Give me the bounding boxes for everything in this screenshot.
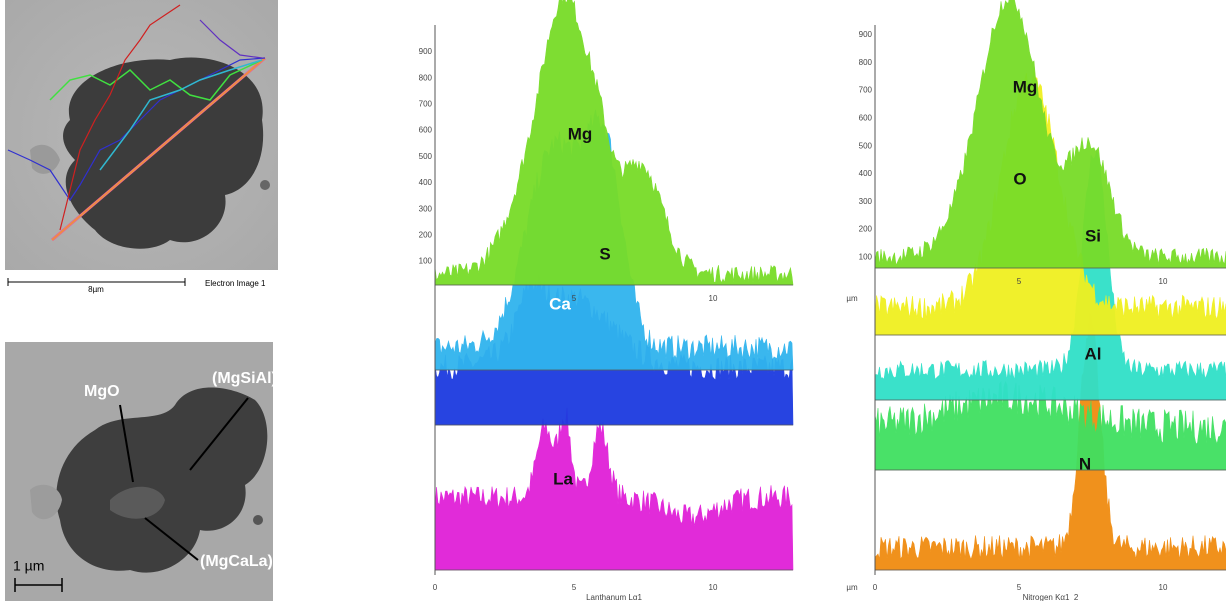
x-tick-label: 10 [709, 583, 718, 592]
element-label: S [599, 244, 610, 263]
y-tick-label: 600 [859, 114, 873, 123]
y-tick-label: 900 [859, 30, 873, 39]
sem-image-bottom [5, 342, 273, 601]
scale-label: 1 µm [13, 558, 44, 574]
y-tick-label: 400 [419, 178, 433, 187]
x-tick-label: 5 [572, 583, 577, 592]
element-label: Mg [568, 124, 593, 143]
x-tick-label: 0 [433, 583, 438, 592]
axis-caption: Nitrogen Kα1_2 [1023, 593, 1079, 601]
element-label: N [1079, 454, 1091, 473]
y-tick-label: 500 [419, 152, 433, 161]
x-tick-label: 5 [1017, 277, 1022, 286]
y-tick-label: 300 [859, 197, 873, 206]
y-tick-label: 200 [419, 231, 433, 240]
element-label: O [1013, 169, 1026, 188]
axis-caption: Lanthanum Lα1 [586, 593, 642, 601]
phase-label: MgO [84, 383, 120, 400]
y-tick-label: 700 [859, 86, 873, 95]
phase-label: (MgCaLa)S [200, 553, 284, 570]
phase-label: (MgSiAl)N [212, 370, 288, 387]
x-tick-label: 10 [1159, 277, 1168, 286]
profile-band [434, 407, 794, 571]
element-label: Ca [549, 294, 571, 313]
y-tick-label: 700 [419, 100, 433, 109]
y-tick-label: 600 [419, 126, 433, 135]
x-tick-label: 5 [572, 294, 577, 303]
profile-band [874, 149, 1226, 401]
image-caption: Electron Image 1 [205, 279, 266, 288]
element-label: Mg [1013, 77, 1038, 96]
y-tick-label: 800 [859, 58, 873, 67]
y-tick-label: 300 [419, 204, 433, 213]
element-label: Si [1085, 226, 1101, 245]
y-tick-label: 900 [419, 47, 433, 56]
scale-label: 8µm [88, 285, 104, 294]
y-tick-label: 100 [859, 253, 873, 262]
x-tick-label: µm [846, 583, 858, 592]
y-tick-label: 500 [859, 141, 873, 150]
x-tick-label: 0 [873, 583, 878, 592]
y-tick-label: 100 [419, 257, 433, 266]
line-profiles [434, 0, 1226, 571]
y-tick-label: 400 [859, 169, 873, 178]
x-tick-label: 5 [1017, 583, 1022, 592]
profile-band [874, 0, 1226, 269]
element-label: La [553, 469, 573, 488]
x-tick-label: 10 [709, 294, 718, 303]
profile-band [434, 0, 794, 286]
y-tick-label: 800 [419, 73, 433, 82]
profile-band [874, 380, 1226, 471]
y-tick-label: 200 [859, 225, 873, 234]
sem-image-top [5, 0, 278, 270]
element-label: Al [1085, 344, 1102, 363]
x-tick-label: 10 [1159, 583, 1168, 592]
x-tick-label: µm [846, 294, 858, 303]
profile-band [874, 311, 1226, 571]
